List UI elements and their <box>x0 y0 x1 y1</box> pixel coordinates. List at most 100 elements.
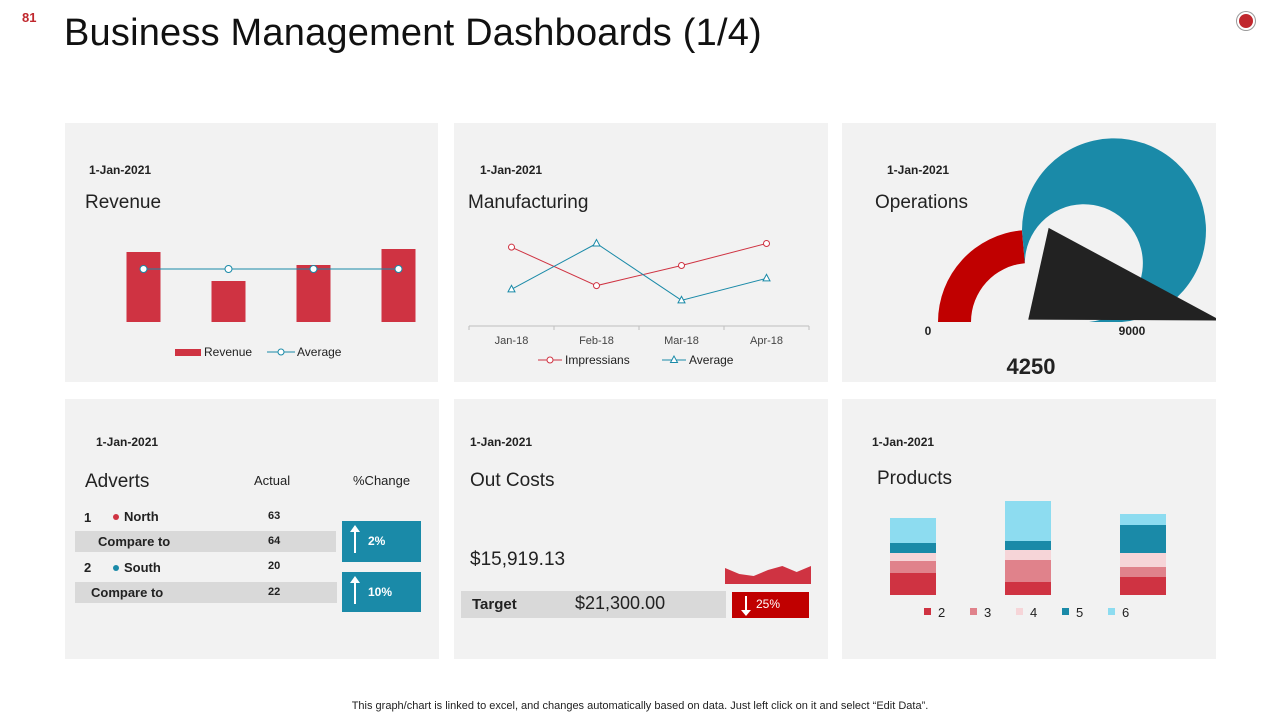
out-costs-title: Out Costs <box>470 470 555 491</box>
advert-row-2-actual: 20 <box>268 560 281 572</box>
adverts-panel: 1-Jan-2021 Adverts Actual %Change 1 Nort… <box>65 399 439 659</box>
out-costs-change: 25% <box>756 597 781 611</box>
out-costs-change-box: 25% <box>732 592 809 618</box>
legend-swatch-4 <box>1016 608 1023 615</box>
operations-date: 1-Jan-2021 <box>887 163 950 177</box>
legend-swatch-6 <box>1108 608 1115 615</box>
advert-row-1-compare-bar <box>75 531 336 552</box>
revenue-bar <box>296 265 331 322</box>
manufacturing-chart: Jan-18 Feb-18 Mar-18 Apr-18 Impressians Avera… <box>468 238 810 367</box>
products-chart: 2 3 4 5 6 <box>890 501 1166 620</box>
legend-swatch-3 <box>970 608 977 615</box>
up-arrow-icon <box>350 576 360 604</box>
products-bar-segment <box>1005 582 1051 595</box>
revenue-title: Revenue <box>85 192 162 213</box>
products-bar-segment <box>1120 577 1166 595</box>
products-bar-segment <box>1120 553 1166 567</box>
legend-average-label: Average <box>689 353 734 367</box>
legend-impressians-marker <box>546 356 554 364</box>
products-bar-segment <box>1005 550 1051 560</box>
operations-panel: 1-Jan-2021 Operations 0 9000 4250 <box>842 123 1216 382</box>
page-number: 81 <box>22 10 37 25</box>
products-bar-segment <box>1005 541 1051 550</box>
advert-row-2-region: South <box>113 560 161 575</box>
products-panel: 1-Jan-2021 Products 2 3 4 5 6 <box>842 399 1216 659</box>
revenue-average-point <box>139 265 148 273</box>
operations-gauge: 0 9000 4250 <box>925 138 1216 379</box>
series-point <box>678 262 685 269</box>
legend-label-6: 6 <box>1122 605 1129 620</box>
advert-row-1-compare-value: 64 <box>268 535 281 547</box>
series-line-0 <box>511 243 767 287</box>
series-line-1 <box>511 242 767 301</box>
series-point <box>593 282 600 290</box>
revenue-average-point <box>394 265 403 273</box>
gauge-min-label: 0 <box>925 324 932 338</box>
revenue-bar <box>381 249 416 322</box>
advert-row-2-change-box: 10% <box>342 572 421 612</box>
revenue-average-point <box>224 265 233 273</box>
adverts-date: 1-Jan-2021 <box>96 435 159 449</box>
revenue-average-point <box>309 265 318 273</box>
out-costs-trend-chart <box>725 566 811 584</box>
gauge-value-label: 4250 <box>1007 354 1056 379</box>
revenue-panel: 1-Jan-2021 Revenue Revenue Average <box>65 123 438 382</box>
target-bar <box>461 591 726 618</box>
out-costs-date: 1-Jan-2021 <box>470 435 533 449</box>
south-dot-icon <box>113 564 119 571</box>
adverts-col-actual: Actual <box>254 473 291 488</box>
x-tick-label: Jan-18 <box>495 335 529 347</box>
advert-row-2-region-label: South <box>124 560 161 575</box>
advert-row-1-region: North <box>113 509 159 524</box>
gauge-value-arc <box>938 230 1025 322</box>
advert-row-1-num: 1 <box>84 510 92 525</box>
legend-label-3: 3 <box>984 605 991 620</box>
gauge-remaining-arc <box>1021 138 1206 322</box>
legend-label-5: 5 <box>1076 605 1083 620</box>
target-value: $21,300.00 <box>575 593 666 613</box>
manufacturing-panel: 1-Jan-2021 Manufacturing Jan-18 Feb-18 Mar… <box>454 123 828 382</box>
products-bar-segment <box>890 553 936 561</box>
legend-average-marker <box>669 354 679 363</box>
revenue-chart: Revenue Average <box>126 249 416 359</box>
out-costs-amount: $15,919.13 <box>470 549 566 570</box>
legend-revenue-label: Revenue <box>204 345 252 359</box>
revenue-bar <box>126 252 161 322</box>
products-bar-segment <box>890 543 936 553</box>
north-dot-icon <box>113 513 119 520</box>
advert-row-2-compare-label: Compare to <box>91 585 164 600</box>
down-arrow-head-icon <box>741 610 751 616</box>
advert-row-2-compare-bar <box>75 582 337 603</box>
advert-row-1-change-box: 2% <box>342 521 421 562</box>
x-tick-label: Apr-18 <box>750 335 783 347</box>
products-bar-segment <box>1120 567 1166 577</box>
legend-swatch-2 <box>924 608 931 615</box>
revenue-bar <box>211 281 246 322</box>
advert-row-2-num: 2 <box>84 560 92 575</box>
up-arrow-icon <box>350 525 360 553</box>
gauge-needle <box>1028 227 1216 321</box>
target-label: Target <box>472 596 517 613</box>
logo-icon <box>1239 14 1253 28</box>
out-costs-panel: 1-Jan-2021 Out Costs $15,919.13 Target $… <box>454 399 828 659</box>
revenue-date: 1-Jan-2021 <box>89 163 152 177</box>
advert-row-2-change: 10% <box>368 585 393 599</box>
series-point <box>677 295 686 304</box>
footer-note: This graph/chart is linked to excel, and… <box>351 700 929 712</box>
products-title: Products <box>877 468 952 489</box>
legend-label-2: 2 <box>938 605 945 620</box>
products-bar-segment <box>890 573 936 595</box>
series-point <box>763 240 770 247</box>
advert-row-1-compare-label: Compare to <box>98 534 171 549</box>
out-costs-area <box>725 566 811 584</box>
series-point <box>762 273 771 282</box>
products-bar-segment <box>1120 525 1166 553</box>
down-arrow-icon <box>745 596 747 612</box>
manufacturing-title: Manufacturing <box>468 192 589 213</box>
series-point <box>592 238 601 247</box>
advert-row-2-compare-value: 22 <box>268 586 281 598</box>
advert-row-1-actual: 63 <box>268 510 281 522</box>
x-tick-label: Mar-18 <box>664 335 699 347</box>
operations-title: Operations <box>875 192 968 213</box>
products-bar-segment <box>890 518 936 543</box>
